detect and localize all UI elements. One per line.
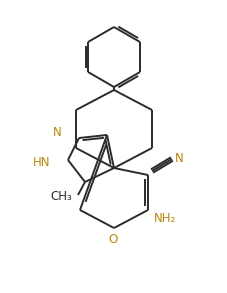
Text: N: N — [174, 151, 183, 164]
Text: HN: HN — [32, 156, 50, 169]
Text: NH₂: NH₂ — [153, 212, 175, 224]
Text: CH₃: CH₃ — [50, 190, 72, 202]
Text: N: N — [53, 127, 62, 139]
Text: O: O — [108, 233, 117, 246]
